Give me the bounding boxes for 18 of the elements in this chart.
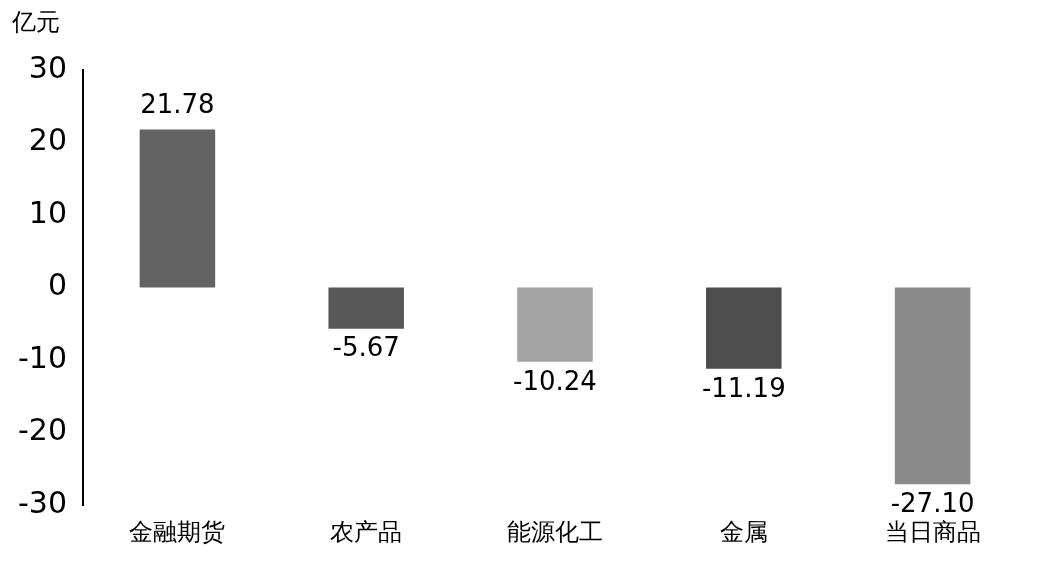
y-tick-label: -10 — [18, 339, 67, 375]
data-label: -10.24 — [513, 365, 597, 396]
y-tick-label: 0 — [47, 267, 67, 303]
data-label: -11.19 — [701, 372, 786, 403]
y-tick-label: 10 — [28, 194, 67, 230]
y-tick-label: 20 — [28, 122, 67, 158]
x-tick-label: 农产品 — [330, 517, 403, 546]
y-tick-label: -30 — [18, 485, 67, 520]
x-tick-label: 金融期货 — [129, 517, 226, 546]
x-tick-label: 金属 — [719, 517, 768, 546]
data-label: 21.78 — [140, 89, 215, 120]
y-axis-title: 亿元 — [11, 8, 60, 37]
x-tick-label: 当日商品 — [884, 517, 981, 546]
y-tick-label: 30 — [28, 49, 67, 85]
y-tick-label: -20 — [18, 412, 67, 448]
data-label: -5.67 — [332, 332, 400, 363]
x-tick-label: 能源化工 — [507, 517, 603, 546]
data-label: -27.10 — [890, 487, 975, 518]
